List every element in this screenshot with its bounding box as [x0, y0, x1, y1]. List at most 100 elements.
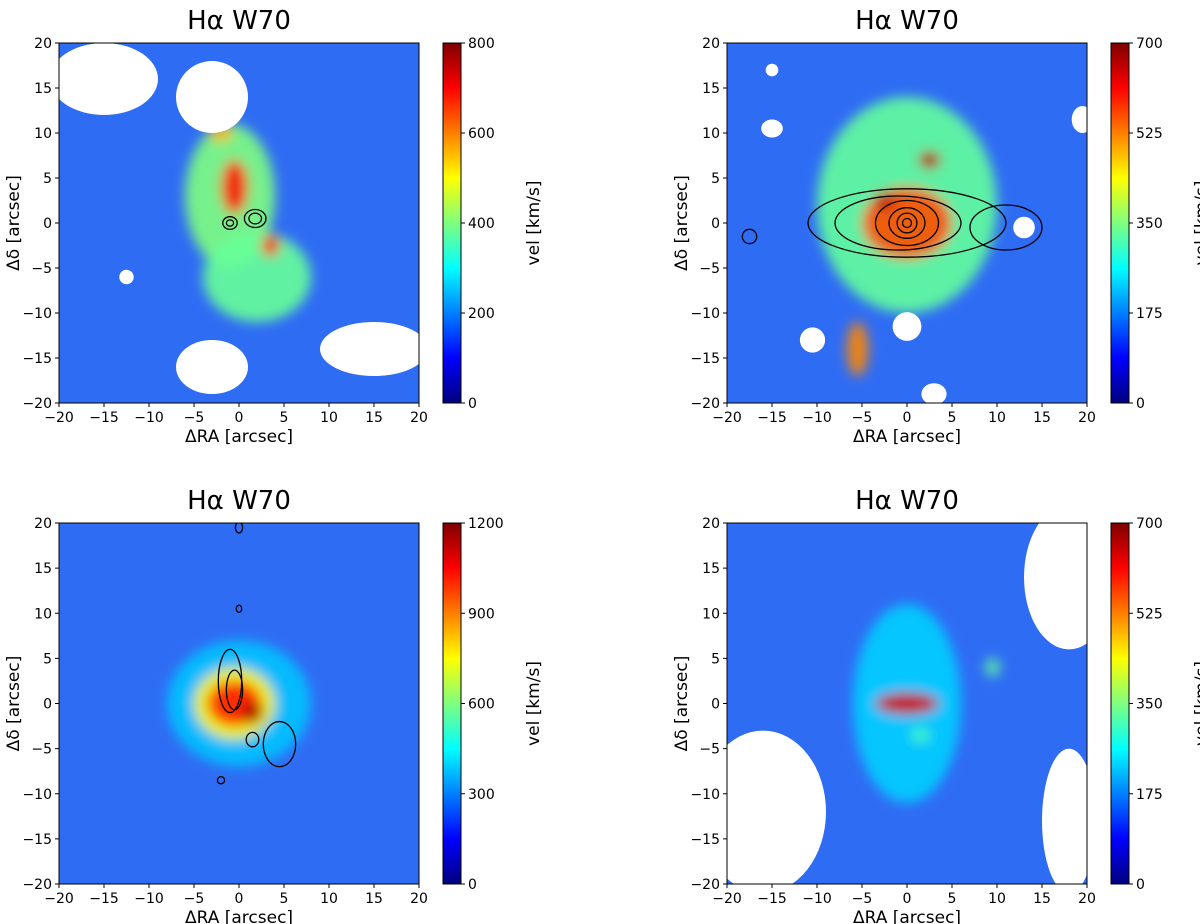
x-tick-label: 5 [280, 891, 289, 907]
emission-layer [853, 604, 1000, 803]
colorbar-tick-label: 700 [1136, 36, 1163, 52]
x-tick-label: 10 [988, 891, 1006, 907]
colorbar [1110, 42, 1130, 404]
x-axis-label: ΔRA [arcsec] [853, 908, 961, 924]
velocity-map [727, 523, 1087, 884]
masked-region [1013, 216, 1035, 239]
x-tick-label: −10 [134, 891, 164, 907]
x-tick-label: −5 [852, 410, 873, 426]
x-tick-label: −15 [757, 410, 787, 426]
emission-blob [241, 701, 264, 724]
colorbar-label: vel [km/s] [1192, 181, 1200, 266]
y-tick-label: −20 [690, 877, 720, 893]
colorbar-tick-label: 175 [1136, 306, 1163, 322]
x-tick-label: 10 [320, 410, 338, 426]
masked-region [765, 63, 779, 77]
x-tick-label: −5 [184, 410, 205, 426]
contour-line [896, 212, 918, 234]
y-tick-label: −5 [31, 742, 52, 758]
velocity-map [59, 43, 419, 403]
x-tick-label: 10 [320, 891, 338, 907]
y-tick-label: −5 [699, 261, 720, 277]
y-axis-label: Δδ [arcsec] [4, 656, 24, 752]
x-tick-label: 15 [1033, 891, 1051, 907]
x-tick-label: −15 [89, 410, 119, 426]
colorbar-tick-label: 0 [1136, 877, 1145, 893]
x-tick-label: 0 [235, 891, 244, 907]
emission-layer [167, 640, 311, 767]
y-tick-label: −5 [699, 742, 720, 758]
y-tick-label: 20 [702, 36, 720, 52]
y-tick-label: −10 [690, 787, 720, 803]
colorbar [442, 522, 462, 885]
x-tick-label: 20 [1078, 410, 1096, 426]
masked-region [320, 322, 419, 376]
colorbar-tick-label: 175 [1136, 787, 1163, 803]
y-tick-label: −15 [690, 832, 720, 848]
y-tick-label: 0 [43, 697, 52, 713]
colorbar-tick-label: 525 [1136, 126, 1163, 142]
x-tick-label: 5 [280, 410, 289, 426]
y-tick-label: 10 [702, 606, 720, 622]
y-tick-label: 15 [34, 561, 52, 577]
colorbar-tick-label: 900 [468, 606, 495, 622]
colorbar-tick-label: 1200 [468, 516, 504, 532]
x-tick-label: −20 [712, 410, 742, 426]
x-tick-label: −10 [802, 891, 832, 907]
y-tick-label: 0 [711, 216, 720, 232]
contour-line [901, 217, 913, 229]
y-tick-label: 10 [34, 606, 52, 622]
y-axis-label: Δδ [arcsec] [672, 175, 692, 271]
y-tick-label: −15 [22, 832, 52, 848]
y-tick-label: 20 [702, 516, 720, 532]
y-tick-label: −20 [22, 877, 52, 893]
colorbar-tick-label: 800 [468, 36, 495, 52]
contour-line [834, 195, 962, 251]
x-tick-label: 20 [1078, 891, 1096, 907]
colorbar [442, 42, 462, 404]
masked-region [119, 269, 134, 285]
contour-line [248, 212, 263, 225]
y-tick-label: 15 [34, 81, 52, 97]
panel-4: −20 −15 −10 −5 0 5 10 15 20 −20 −15 −10 −5 0 5 10 15 20 Hα… [672, 486, 1200, 924]
emission-blob [221, 160, 248, 214]
masked-region [892, 312, 922, 341]
x-tick-label: −20 [44, 891, 74, 907]
masked-region [176, 340, 248, 394]
x-tick-label: 15 [1033, 410, 1051, 426]
y-tick-label: −20 [22, 396, 52, 412]
colorbar-tick-label: 400 [468, 216, 495, 232]
masked-region [1042, 748, 1087, 884]
x-tick-label: 5 [948, 891, 957, 907]
colorbar-tick-label: 0 [468, 396, 477, 412]
contour-line [874, 199, 940, 247]
masked-region [799, 327, 826, 353]
contour-line [262, 720, 297, 768]
x-axis-label: ΔRA [arcsec] [185, 427, 293, 447]
panel-2: −20 −15 −10 −5 0 5 10 15 20 −20 −15 −10 −5 0 5 10 15 20 Hα… [672, 6, 1200, 447]
colorbar-tick-label: 350 [1136, 216, 1163, 232]
y-tick-label: 5 [711, 651, 720, 667]
contour-line [888, 207, 926, 239]
x-tick-label: −5 [852, 891, 873, 907]
y-tick-label: −10 [22, 306, 52, 322]
panel-3: −20 −15 −10 −5 0 5 10 15 20 −20 −15 −10 −5 0 5 10 15 20 Hα… [4, 486, 544, 924]
y-tick-label: −10 [690, 306, 720, 322]
y-tick-label: −5 [31, 261, 52, 277]
x-tick-label: −15 [757, 891, 787, 907]
contour-line [216, 775, 226, 785]
masked-region [921, 383, 947, 403]
panel-title: Hα W70 [187, 6, 291, 36]
x-tick-label: 5 [948, 410, 957, 426]
colorbar-label: vel [km/s] [524, 181, 544, 266]
contour-line [807, 188, 1007, 258]
y-tick-label: 10 [34, 126, 52, 142]
colorbar-tick-label: 0 [1136, 396, 1145, 412]
colorbar [1110, 522, 1130, 885]
masked-region [1024, 523, 1087, 650]
colorbar-tick-label: 200 [468, 306, 495, 322]
y-tick-label: 20 [34, 516, 52, 532]
colorbar-label: vel [km/s] [524, 661, 544, 746]
y-tick-label: 5 [711, 171, 720, 187]
